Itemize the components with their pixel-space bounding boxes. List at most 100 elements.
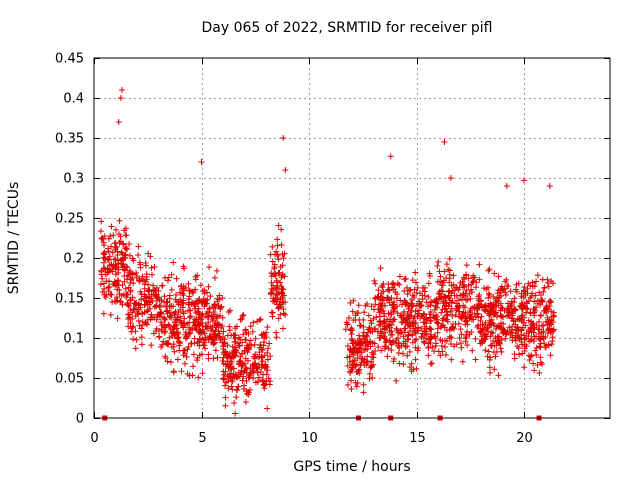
- data-point: [228, 358, 235, 365]
- data-point: [139, 273, 146, 280]
- y-tick-label: 0.45: [55, 52, 84, 67]
- data-point: [402, 343, 409, 350]
- data-point: [447, 175, 454, 181]
- data-point: [447, 340, 454, 347]
- data-point: [243, 366, 250, 373]
- data-point: [455, 320, 462, 327]
- data-point: [251, 355, 258, 362]
- data-point: [448, 334, 455, 341]
- data-point: [538, 296, 545, 303]
- data-point: [366, 338, 373, 345]
- data-point: [198, 159, 205, 165]
- data-point: [254, 378, 261, 385]
- data-point: [187, 307, 194, 314]
- data-point: [508, 315, 515, 322]
- data-point: [452, 311, 459, 318]
- data-point: [192, 274, 199, 281]
- data-point: [373, 314, 380, 321]
- data-point: [492, 309, 499, 316]
- data-point: [383, 316, 390, 323]
- data-point: [361, 347, 368, 354]
- data-point: [461, 304, 468, 311]
- data-point: [172, 322, 179, 329]
- data-point: [180, 347, 187, 354]
- data-point: [116, 287, 123, 294]
- data-point: [245, 330, 252, 337]
- data-point: [100, 250, 107, 257]
- data-point: [224, 332, 231, 339]
- data-point: [456, 335, 463, 342]
- data-point: [214, 354, 221, 361]
- data-point: [109, 298, 116, 305]
- data-point: [445, 288, 452, 295]
- data-point: [435, 258, 442, 265]
- data-point: [378, 347, 385, 354]
- data-point: [111, 298, 118, 305]
- data-point: [375, 293, 382, 300]
- data-point: [491, 270, 498, 277]
- y-tick-label: 0.3: [63, 172, 84, 187]
- data-point: [113, 294, 120, 301]
- data-point: [344, 381, 351, 388]
- data-point: [534, 272, 541, 279]
- data-point: [399, 301, 406, 308]
- data-point: [425, 344, 432, 351]
- data-point: [215, 302, 222, 309]
- data-point: [356, 332, 363, 339]
- data-point: [195, 374, 202, 381]
- data-point: [265, 345, 272, 352]
- data-point: [354, 355, 361, 362]
- data-point: [261, 338, 268, 345]
- data-point: [438, 342, 445, 349]
- data-point: [530, 320, 537, 327]
- data-point: [187, 313, 194, 320]
- data-point: [548, 308, 555, 315]
- data-point: [372, 295, 379, 302]
- data-point: [180, 322, 187, 329]
- data-point: [122, 232, 129, 239]
- data-point: [145, 294, 152, 301]
- data-point: [376, 322, 383, 329]
- data-point: [182, 329, 189, 336]
- data-point: [449, 313, 456, 320]
- data-point: [408, 360, 415, 367]
- data-point: [99, 275, 106, 282]
- data-point: [101, 251, 108, 258]
- data-point: [204, 289, 211, 296]
- data-point: [521, 364, 528, 371]
- data-point: [207, 293, 214, 300]
- data-point: [148, 311, 155, 318]
- data-point: [435, 290, 442, 297]
- data-point: [537, 354, 544, 361]
- data-point: [124, 311, 131, 318]
- data-point: [486, 292, 493, 299]
- data-point: [141, 285, 148, 292]
- data-point: [274, 291, 281, 298]
- data-point: [518, 331, 525, 338]
- y-tick-label: 0.35: [55, 132, 84, 147]
- data-point: [495, 302, 502, 309]
- data-point: [400, 350, 407, 357]
- data-point: [482, 336, 489, 343]
- data-point: [239, 313, 246, 320]
- data-point: [390, 280, 397, 287]
- data-point: [421, 332, 428, 339]
- data-point: [177, 340, 184, 347]
- data-point: [100, 259, 107, 266]
- data-point: [148, 264, 155, 271]
- data-point: [520, 319, 527, 326]
- data-point: [344, 321, 351, 328]
- data-point: [232, 325, 239, 332]
- data-point: [168, 314, 175, 321]
- data-point: [183, 353, 190, 360]
- data-point: [390, 299, 397, 306]
- data-point: [219, 322, 226, 329]
- data-point: [98, 235, 105, 242]
- data-point: [457, 326, 464, 333]
- data-point: [242, 355, 249, 362]
- data-point: [150, 282, 157, 289]
- data-point: [533, 351, 540, 358]
- y-tick-label: 0: [76, 412, 84, 427]
- data-point: [459, 311, 466, 318]
- data-point: [261, 352, 268, 359]
